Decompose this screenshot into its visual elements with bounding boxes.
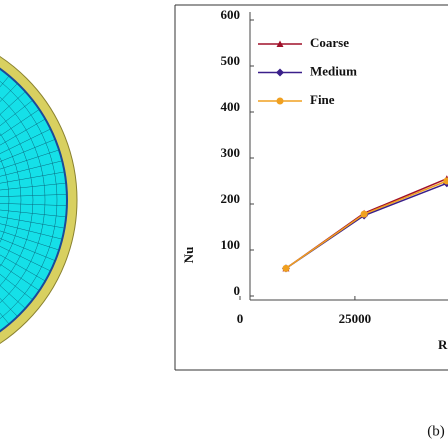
y-tick-label: 300: [221, 145, 241, 160]
chart-frame: [174, 4, 448, 371]
series-line: [285, 182, 448, 270]
y-axis-label: Nu: [181, 247, 196, 264]
mesh-spoke: [0, 160, 63, 177]
marker: [276, 40, 284, 47]
marker: [276, 97, 284, 105]
mesh-spoke: [0, 216, 65, 229]
x-axis-label: R: [438, 337, 448, 352]
mesh-spoke: [0, 194, 67, 197]
mesh-spoke: [0, 230, 60, 251]
marker: [276, 68, 284, 77]
mesh-spoke: [0, 171, 65, 184]
y-tick-label: 0: [234, 283, 241, 298]
mesh-spoke: [0, 273, 33, 300]
marker: [282, 264, 290, 272]
y-tick-label: 200: [221, 191, 241, 206]
mesh-ring: [0, 113, 34, 287]
y-tick-label: 600: [221, 7, 241, 22]
mesh-spoke: [0, 182, 67, 191]
mesh-spoke: [0, 203, 67, 206]
mesh-spoke: [0, 100, 33, 127]
legend-label: Medium: [310, 63, 357, 78]
mesh-ring: [0, 133, 22, 267]
mesh-spoke: [0, 109, 40, 137]
mesh-spoke: [0, 223, 63, 240]
mesh-spoke: [0, 246, 51, 272]
y-tick-label: 400: [221, 99, 241, 114]
mesh-ring: [0, 157, 10, 243]
mesh-ring: [0, 81, 58, 319]
marker: [443, 177, 448, 185]
mesh-spoke: [0, 128, 51, 154]
panel-label: (b): [427, 423, 445, 439]
y-tick-label: 100: [221, 237, 241, 252]
mesh-spoke: [0, 91, 26, 115]
mesh-spoke: [0, 149, 60, 170]
x-tick-label: 0: [237, 311, 244, 326]
mesh-image: [0, 56, 78, 344]
mesh-spoke: [0, 118, 46, 146]
mesh-ring: [0, 96, 46, 304]
marker: [360, 210, 368, 218]
mesh-spoke: [0, 263, 40, 291]
x-tick-label: 25000: [339, 311, 372, 326]
y-tick-label: 500: [221, 53, 241, 68]
mesh-spoke: [0, 209, 67, 218]
plot: 010020030040050060002500050000CoarseMedi…: [221, 7, 448, 326]
mesh-spoke: [0, 139, 56, 162]
legend-label: Coarse: [310, 35, 349, 50]
series-line: [285, 180, 448, 270]
legend-label: Fine: [310, 92, 335, 107]
mesh-spoke: [0, 238, 56, 261]
mesh-spoke: [0, 254, 46, 282]
mesh-spoke: [0, 285, 26, 309]
